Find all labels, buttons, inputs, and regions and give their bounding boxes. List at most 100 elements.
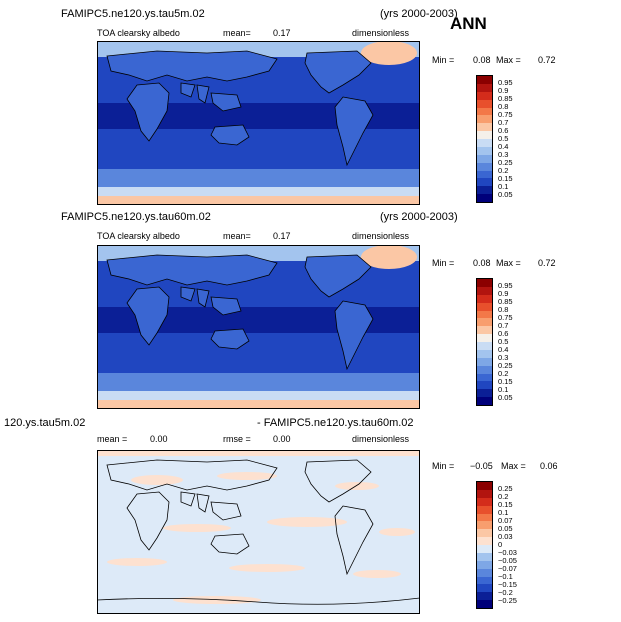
colorbar-swatch (477, 568, 492, 577)
panel-1-min-label: Min = (432, 55, 455, 65)
panel-3-max-label: Max = (501, 461, 526, 471)
colorbar-swatch (477, 489, 492, 498)
panel-2-mean-label: mean= (223, 231, 251, 241)
colorbar-tick-label: 0.2 (498, 166, 509, 175)
greenland-high-albedo (361, 41, 417, 65)
colorbar-tick-label: 0.1 (498, 182, 509, 191)
colorbar-swatch (477, 373, 492, 382)
colorbar-tick-label: 0.1 (498, 508, 509, 517)
arabia (180, 286, 196, 302)
colorbar-tick-label: 0.4 (498, 345, 509, 354)
map-frame (97, 41, 420, 205)
colorbar-swatch (477, 576, 492, 585)
colorbar-swatch (477, 286, 492, 295)
colorbar-tick-label: 0.9 (498, 86, 509, 95)
colorbar-swatch (477, 131, 492, 139)
colorbar-swatch (477, 107, 492, 116)
colorbar-1-labels: 0.95 0.9 0.85 0.8 0.75 0.7 0.6 0.5 0.4 0.3 0.25 0.2… (498, 75, 538, 203)
map-panel-2 (97, 245, 420, 409)
antarctica-high-albedo (97, 196, 420, 205)
colorbar-tick-label: 0.95 (498, 78, 513, 87)
panel-2-max-value: 0.72 (538, 258, 556, 268)
panel-1-mean-value: 0.17 (273, 28, 291, 38)
colorbar-swatch (477, 294, 492, 303)
colorbar-tick-label: 0.7 (498, 118, 509, 127)
panel-2-title: FAMIPC5.ne120.ys.tau60m.02 (61, 211, 211, 223)
north-america (304, 254, 372, 298)
colorbar-tick-label: 0.85 (498, 297, 513, 306)
colorbar-swatch (477, 389, 492, 398)
colorbar-swatch (477, 76, 492, 84)
colorbar-tick-label: 0.5 (498, 134, 509, 143)
panel-3-max-value: 0.06 (540, 461, 558, 471)
panel-1-max-label: Max = (496, 55, 521, 65)
panel-2-min-value: 0.08 (473, 258, 491, 268)
arabia (180, 82, 196, 98)
panel-2-variable: TOA clearsky albedo (97, 231, 180, 241)
panel-2-mean-value: 0.17 (273, 231, 291, 241)
colorbar-swatch (477, 552, 492, 561)
colorbar-tick-label: 0.1 (498, 385, 509, 394)
colorbar-tick-label: −0.03 (498, 548, 517, 557)
colorbar-swatch (477, 170, 492, 179)
panel-1-variable: TOA clearsky albedo (97, 28, 180, 38)
colorbar-tick-label: 0.15 (498, 500, 513, 509)
colorbar-tick-label: 0 (498, 540, 503, 549)
colorbar-2-swatches (477, 279, 492, 405)
colorbar-tick-label: −0.07 (498, 564, 517, 573)
panel-2-years: (yrs 2000-2003) (380, 211, 458, 223)
colorbar-tick-label: 0.2 (498, 369, 509, 378)
colorbar-swatch (477, 482, 492, 490)
colorbar-swatch (477, 342, 492, 350)
panel-3-units: dimensionless (352, 434, 410, 444)
colorbar-swatch (477, 302, 492, 311)
colorbar-3-labels: 0.25 0.2 0.15 0.1 0.07 0.05 0.03 0 −0.03 −0.05 −0.… (498, 481, 538, 609)
colorbar-tick-label: 0.6 (498, 126, 509, 135)
south-america (334, 96, 374, 167)
colorbar-tick-label: −0.1 (498, 572, 513, 581)
colorbar-tick-label: −0.15 (498, 580, 517, 589)
panel-3-min-value: −0.05 (470, 461, 493, 471)
panel-1-max-value: 0.72 (538, 55, 556, 65)
panel-3-mean-label: mean = (97, 434, 128, 444)
india (196, 288, 210, 308)
colorbar-swatch (477, 139, 492, 147)
positive-difference-patches (97, 450, 420, 604)
eurasia (106, 254, 278, 286)
colorbar-swatch (477, 194, 492, 202)
colorbar-swatch (477, 600, 492, 608)
colorbar-tick-label: 0.07 (498, 516, 513, 525)
australia (210, 328, 250, 350)
colorbar-tick-label: 0.5 (498, 337, 509, 346)
colorbar-swatch (477, 318, 492, 327)
colorbar-swatch (477, 513, 492, 522)
season-label: ANN (450, 14, 487, 33)
colorbar-tick-label: 0.03 (498, 532, 513, 541)
colorbar-tick-label: 0.05 (498, 190, 513, 199)
panel-1-units: dimensionless (352, 28, 410, 38)
colorbar-tick-label: −0.05 (498, 556, 517, 565)
map-frame (97, 245, 420, 409)
colorbar-swatch (477, 310, 492, 319)
colorbar-swatch (477, 279, 492, 287)
colorbar-swatch (477, 178, 492, 187)
colorbar-2 (476, 278, 493, 406)
colorbar-tick-label: 0.25 (498, 361, 513, 370)
eurasia (106, 50, 278, 82)
colorbar-swatch (477, 91, 492, 100)
panel-3-mean-value: 0.00 (150, 434, 168, 444)
colorbar-2-labels: 0.95 0.9 0.85 0.8 0.75 0.7 0.6 0.5 0.4 0.3 0.25 0.2… (498, 278, 538, 406)
colorbar-swatch (477, 584, 492, 593)
colorbar-swatch (477, 381, 492, 390)
colorbar-swatch (477, 497, 492, 506)
colorbar-swatch (477, 529, 492, 538)
continent-outlines (97, 459, 420, 605)
colorbar-swatch (477, 99, 492, 108)
colorbar-tick-label: 0.4 (498, 142, 509, 151)
panel-1-title: FAMIPC5.ne120.ys.tau5m.02 (61, 8, 205, 20)
colorbar-tick-label: 0.05 (498, 524, 513, 533)
maritime-continent (210, 92, 242, 112)
colorbar-swatch (477, 505, 492, 514)
panel-1-mean-label: mean= (223, 28, 251, 38)
panel-3-rmse-value: 0.00 (273, 434, 291, 444)
